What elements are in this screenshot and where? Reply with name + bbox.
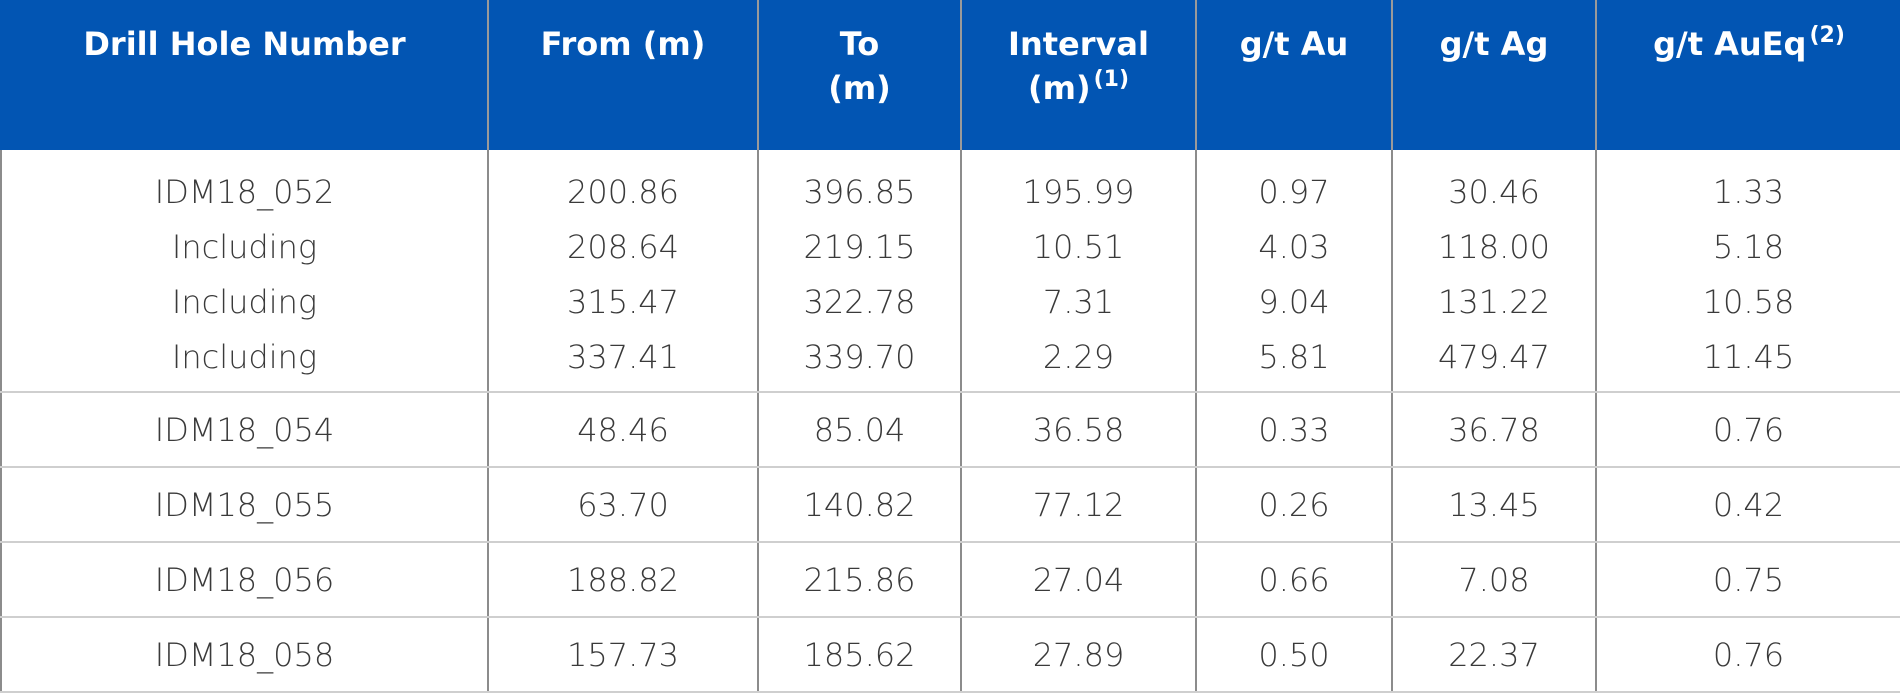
cell-interval: 27.04 (960, 542, 1196, 618)
footnote-marker: (2) (1809, 23, 1845, 48)
cell-value: 315.47 (567, 282, 679, 321)
cell-from: 48.46 (487, 392, 758, 468)
cell-value: 337.41 (567, 337, 679, 376)
header-label: g/t AuEq (1653, 25, 1807, 63)
cell-value: 2.29 (1042, 337, 1115, 376)
table-row: IDM18_052 Including Including Including … (0, 150, 1900, 393)
table-header: Drill Hole Number From (m) To (m) Interv… (0, 0, 1900, 150)
footnote-marker: (1) (1093, 67, 1129, 92)
cell-drill-hole: IDM18_058 (0, 617, 488, 693)
cell-aueq: 0.75 (1595, 542, 1900, 618)
cell-value: 4.03 (1258, 227, 1330, 266)
cell-drill-hole: IDM18_056 (0, 542, 488, 618)
cell-value: 11.45 (1702, 337, 1795, 376)
header-row: Drill Hole Number From (m) To (m) Interv… (0, 0, 1900, 150)
cell-value: 9.04 (1258, 282, 1330, 321)
cell-value: 339.70 (803, 337, 916, 376)
cell-drill-hole: IDM18_054 (0, 392, 488, 468)
cell-to: 396.85 219.15 322.78 339.70 (757, 150, 961, 393)
header-label: g/t Au (1239, 25, 1349, 63)
cell-drill-hole: IDM18_055 (0, 467, 488, 543)
cell-to: 215.86 (757, 542, 961, 618)
header-gold-grade: g/t Au (1195, 0, 1392, 150)
cell-aueq: 0.76 (1595, 392, 1900, 468)
table-row: IDM18_055 63.70 140.82 77.12 0.26 13.45 … (0, 467, 1900, 543)
cell-ag: 7.08 (1391, 542, 1596, 618)
header-unit: (m) (828, 69, 891, 107)
header-from: From (m) (487, 0, 758, 150)
cell-value: 30.46 (1448, 172, 1540, 211)
cell-aueq: 0.76 (1595, 617, 1900, 693)
header-unit: (m) (1027, 69, 1091, 107)
cell-value: 208.64 (567, 227, 679, 266)
table-body: IDM18_052 Including Including Including … (0, 150, 1900, 693)
cell-value: 0.97 (1258, 172, 1330, 211)
cell-value: 10.58 (1702, 282, 1795, 321)
cell-value: 10.51 (1032, 227, 1125, 266)
cell-value: 5.81 (1258, 337, 1330, 376)
cell-from: 63.70 (487, 467, 758, 543)
table-row: IDM18_056 188.82 215.86 27.04 0.66 7.08 … (0, 542, 1900, 618)
cell-interval: 195.99 10.51 7.31 2.29 (960, 150, 1196, 393)
cell-au: 0.50 (1195, 617, 1392, 693)
cell-value: Including (171, 227, 318, 266)
header-silver-grade: g/t Ag (1391, 0, 1596, 150)
cell-value: 5.18 (1712, 227, 1785, 266)
cell-interval: 27.89 (960, 617, 1196, 693)
header-label: Interval (1008, 25, 1149, 63)
header-label: g/t Ag (1439, 25, 1549, 63)
cell-aueq: 1.33 5.18 10.58 11.45 (1595, 150, 1900, 393)
cell-value: 200.86 (567, 172, 679, 211)
cell-au: 0.33 (1195, 392, 1392, 468)
cell-value: 322.78 (803, 282, 916, 321)
cell-ag: 30.46 118.00 131.22 479.47 (1391, 150, 1596, 393)
cell-value: Including (171, 282, 318, 321)
cell-value: 7.31 (1042, 282, 1115, 321)
cell-value: 219.15 (803, 227, 916, 266)
cell-value: IDM18_052 (154, 172, 335, 211)
cell-from: 200.86 208.64 315.47 337.41 (487, 150, 758, 393)
cell-to: 140.82 (757, 467, 961, 543)
cell-from: 188.82 (487, 542, 758, 618)
cell-value: 195.99 (1022, 172, 1135, 211)
header-label: To (839, 25, 880, 63)
cell-au: 0.26 (1195, 467, 1392, 543)
table-row: IDM18_054 48.46 85.04 36.58 0.33 36.78 0… (0, 392, 1900, 468)
cell-value: 396.85 (803, 172, 916, 211)
header-gold-equivalent: g/t AuEq (2) (1595, 0, 1900, 150)
cell-value: 118.00 (1438, 227, 1550, 266)
cell-value: Including (171, 337, 318, 376)
cell-ag: 22.37 (1391, 617, 1596, 693)
cell-value: 131.22 (1438, 282, 1550, 321)
header-interval: Interval (m) (1) (960, 0, 1196, 150)
cell-to: 185.62 (757, 617, 961, 693)
cell-au: 0.66 (1195, 542, 1392, 618)
cell-ag: 36.78 (1391, 392, 1596, 468)
cell-value: 479.47 (1438, 337, 1550, 376)
cell-interval: 36.58 (960, 392, 1196, 468)
cell-drill-hole: IDM18_052 Including Including Including (0, 150, 488, 393)
table-row: IDM18_058 157.73 185.62 27.89 0.50 22.37… (0, 617, 1900, 693)
header-label: From (m) (540, 25, 706, 63)
cell-ag: 13.45 (1391, 467, 1596, 543)
header-to: To (m) (757, 0, 961, 150)
cell-aueq: 0.42 (1595, 467, 1900, 543)
cell-value: 1.33 (1712, 172, 1785, 211)
cell-au: 0.97 4.03 9.04 5.81 (1195, 150, 1392, 393)
header-drill-hole-number: Drill Hole Number (0, 0, 488, 150)
cell-interval: 77.12 (960, 467, 1196, 543)
header-label: Drill Hole Number (83, 25, 406, 63)
cell-to: 85.04 (757, 392, 961, 468)
cell-from: 157.73 (487, 617, 758, 693)
